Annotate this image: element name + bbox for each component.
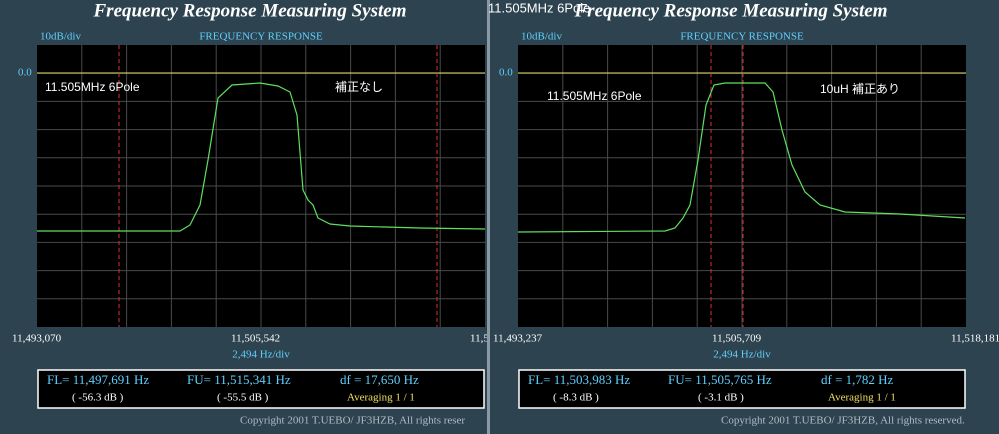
- fl: FL= 11,497,691 Hz: [47, 372, 149, 387]
- panel-left: Frequency Response Measuring System 10dB/…: [12, 0, 503, 427]
- freq-label: 11,505,709: [712, 333, 762, 345]
- freq-label: 11,518,181: [951, 333, 999, 345]
- freq-label: 11,493,237: [493, 333, 543, 345]
- info-box: [37, 369, 485, 409]
- response-trace: [37, 82, 486, 232]
- info-box: [518, 369, 966, 409]
- panel-title: Frequency Response Measuring System: [93, 0, 407, 21]
- freq-label: 11,505,542: [231, 333, 280, 345]
- annotation: 11.505MHz 6Pole: [547, 89, 642, 103]
- span-label: 2,494 Hz/div: [713, 349, 771, 361]
- response-trace: [517, 82, 966, 233]
- note: 10uH 補正あり: [820, 82, 900, 96]
- freq-label: 11,493,070: [12, 333, 62, 345]
- fu: FU= 11,505,765 Hz: [668, 372, 772, 387]
- overlay-text: 11.505MHz 6Pole: [488, 0, 590, 15]
- fl-db: ( -56.3 dB ): [72, 392, 124, 404]
- averaging: Averaging 1 / 1: [828, 392, 896, 404]
- plot-header: FREQUENCY RESPONSE: [680, 31, 804, 43]
- annotation: 11.505MHz 6Pole: [45, 80, 140, 94]
- copyright: Copyright 2001 T.UEBO/ JF3HZB, All right…: [240, 415, 465, 427]
- fu: FU= 11,515,341 Hz: [187, 372, 291, 387]
- df: df = 1,782 Hz: [821, 372, 894, 387]
- fu-db: ( -3.1 dB ): [698, 392, 744, 404]
- copyright: Copyright 2001 T.UEBO/ JF3HZB, All right…: [721, 415, 965, 427]
- panel-right: Frequency Response Measuring System 10dB/…: [493, 0, 999, 426]
- freq-label: 11,518,: [470, 333, 503, 345]
- ref-label: 0.0: [18, 67, 32, 79]
- ref-label: 0.0: [499, 67, 513, 79]
- span-label: 2,494 Hz/div: [232, 349, 290, 361]
- df: df = 17,650 Hz: [340, 372, 419, 387]
- fl: FL= 11,503,983 Hz: [528, 372, 630, 387]
- fl-db: ( -8.3 dB ): [553, 392, 599, 404]
- scale-label: 10dB/div: [40, 31, 81, 43]
- averaging: Averaging 1 / 1: [347, 392, 415, 404]
- fu-db: ( -55.5 dB ): [217, 392, 269, 404]
- note: 補正なし: [335, 80, 383, 94]
- scale-label: 10dB/div: [521, 31, 562, 43]
- divider: [487, 0, 490, 434]
- panel-title: Frequency Response Measuring System: [574, 0, 888, 21]
- plot-header: FREQUENCY RESPONSE: [199, 31, 323, 43]
